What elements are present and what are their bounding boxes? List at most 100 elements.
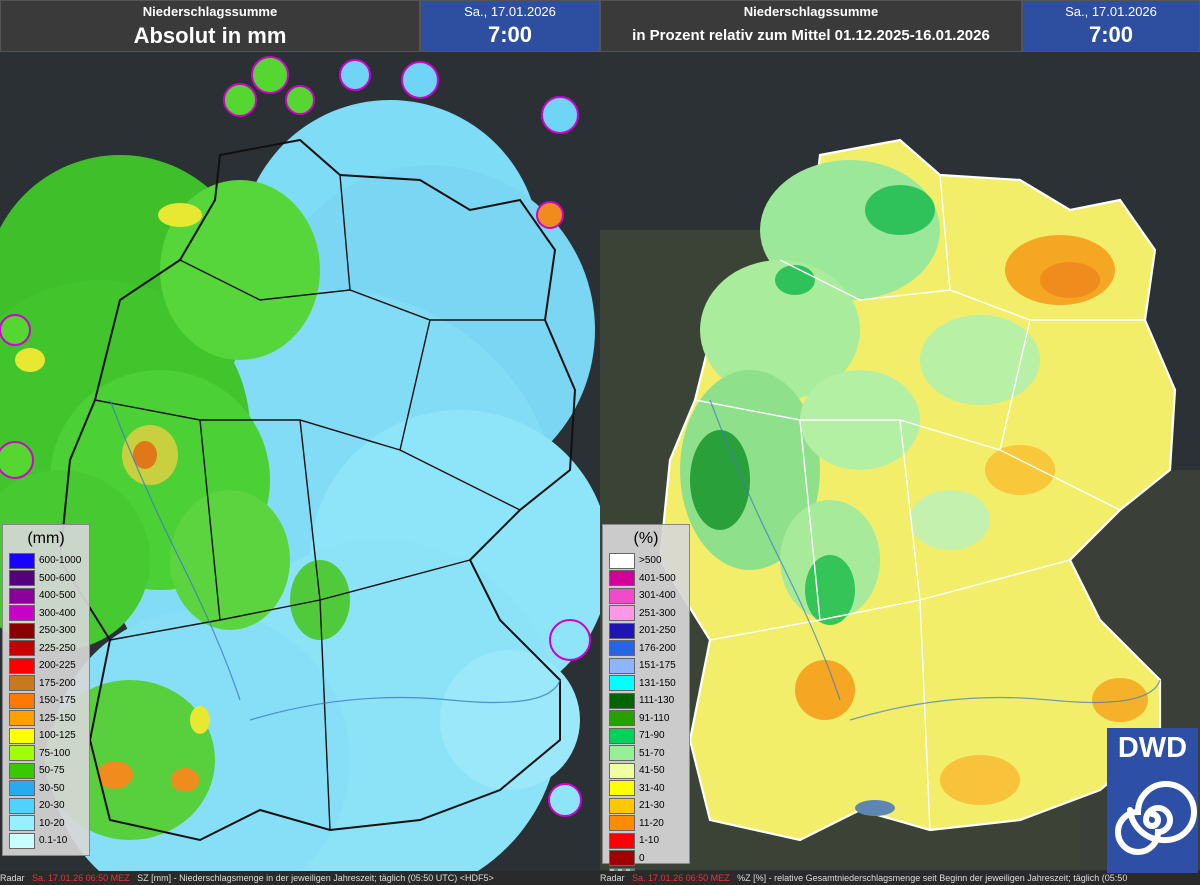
left-legend-label: 0.1-10: [39, 835, 68, 847]
left-legend-swatch: [9, 605, 35, 622]
right-legend-row: 201-250: [603, 622, 689, 640]
left-legend-swatch: [9, 797, 35, 814]
left-legend-row: 20-30: [3, 797, 89, 815]
right-legend-swatch: [609, 587, 635, 604]
left-legend-label: 125-150: [39, 712, 76, 724]
right-legend-label: 41-50: [639, 765, 665, 777]
right-legend-label: 201-250: [639, 625, 676, 637]
right-legend-swatch: [609, 832, 635, 849]
dwd-logo: DWD: [1107, 728, 1198, 873]
right-legend-row: >500: [603, 552, 689, 570]
right-legend-title: (%): [633, 530, 659, 547]
left-legend-row: 0.1-10: [3, 832, 89, 850]
left-legend-label: 225-250: [39, 642, 76, 654]
right-legend-label: 401-500: [639, 572, 676, 584]
left-legend-swatch: [9, 780, 35, 797]
right-legend-label: 151-175: [639, 660, 676, 672]
left-legend-swatch: [9, 692, 35, 709]
left-legend-label: 75-100: [39, 747, 71, 759]
left-legend-swatch: [9, 587, 35, 604]
dwd-logo-text: DWD: [1117, 732, 1188, 764]
left-legend-label: 300-400: [39, 607, 76, 619]
right-legend-label: 0: [639, 852, 645, 864]
absolute-precipitation-map: [0, 52, 600, 872]
left-footer: Radar Sa. 17.01.26 06:50 MEZ SZ [mm] - N…: [0, 871, 600, 885]
left-title-big: Absolut in mm: [133, 23, 287, 48]
right-legend-label: 31-40: [639, 782, 665, 794]
right-date-box: Sa., 17.01.2026 7:00: [1022, 0, 1200, 52]
left-legend-swatch: [9, 640, 35, 657]
left-legend-row: 125-150: [3, 710, 89, 728]
right-footer-time: Sa. 17.01.26 06:50 MEZ: [632, 873, 730, 883]
left-legend-label: 10-20: [39, 817, 65, 829]
right-legend-label: 1-10: [639, 835, 660, 847]
left-date: Sa., 17.01.2026: [464, 4, 556, 19]
right-legend-row: 11-20: [603, 815, 689, 833]
right-legend-row: 131-150: [603, 675, 689, 693]
right-legend-row: 21-30: [603, 797, 689, 815]
right-footer-text: %Z [%] - relative Gesamtniederschlagsmen…: [737, 873, 1128, 883]
right-legend-row: 176-200: [603, 640, 689, 658]
left-legend-swatch: [9, 745, 35, 762]
left-legend-row: 175-200: [3, 675, 89, 693]
right-title-big: in Prozent relativ zum Mittel 01.12.2025…: [632, 27, 990, 44]
right-title-box: Niederschlagssumme in Prozent relativ zu…: [600, 0, 1022, 52]
left-legend-label: 175-200: [39, 677, 76, 689]
left-legend-row: 250-300: [3, 622, 89, 640]
left-footer-radar: Radar: [0, 873, 25, 883]
right-legend-label: 91-110: [639, 712, 670, 724]
left-legend-row: 150-175: [3, 692, 89, 710]
right-legend-row: 41-50: [603, 762, 689, 780]
right-legend-swatch: [609, 622, 635, 639]
left-legend-row: 225-250: [3, 640, 89, 658]
right-legend-row: 1-10: [603, 832, 689, 850]
left-legend-row: 50-75: [3, 762, 89, 780]
left-legend-row: 300-400: [3, 605, 89, 623]
right-legend-row: 71-90: [603, 727, 689, 745]
left-legend-row: 100-125: [3, 727, 89, 745]
right-legend-label: >500: [639, 555, 662, 567]
right-legend-swatch: [609, 657, 635, 674]
right-legend-label: 131-150: [639, 677, 676, 689]
right-legend-label: 251-300: [639, 607, 676, 619]
right-legend-row: 0: [603, 850, 689, 868]
relative-precipitation-panel: Niederschlagssumme in Prozent relativ zu…: [600, 0, 1200, 885]
right-legend-swatch: [609, 727, 635, 744]
right-footer-radar: Radar: [600, 873, 625, 883]
left-legend-swatch: [9, 552, 35, 569]
right-title-small: Niederschlagssumme: [743, 4, 879, 19]
left-title-box: Niederschlagssumme Absolut in mm: [0, 0, 420, 52]
right-legend-swatch: [609, 780, 635, 797]
right-legend: (%) >500 401-500 301-400 251-300 201-250 176-…: [602, 524, 690, 884]
left-legend-row: 400-500: [3, 587, 89, 605]
left-legend-swatch: [9, 727, 35, 744]
right-legend-swatch: [609, 745, 635, 762]
right-legend-row: 31-40: [603, 780, 689, 798]
left-legend-row: 500-600: [3, 570, 89, 588]
right-legend-row: 151-175: [603, 657, 689, 675]
dwd-spiral-icon: [1115, 781, 1197, 855]
left-legend-label: 200-225: [39, 660, 76, 672]
right-legend-row: 51-70: [603, 745, 689, 763]
right-legend-row: 111-130: [603, 692, 689, 710]
right-legend-label: 21-30: [639, 800, 665, 812]
left-legend-label: 250-300: [39, 625, 76, 637]
right-legend-row: 91-110: [603, 710, 689, 728]
right-legend-swatch: [609, 552, 635, 569]
right-legend-label: 11-20: [639, 817, 664, 829]
right-legend-label: 51-70: [639, 747, 665, 759]
left-legend-label: 20-30: [39, 800, 65, 812]
left-time: 7:00: [487, 22, 533, 47]
right-legend-label: 176-200: [639, 642, 676, 654]
left-legend-label: 30-50: [39, 782, 65, 794]
right-legend-swatch: [609, 850, 635, 867]
left-legend-row: 600-1000: [3, 552, 89, 570]
left-legend-swatch: [9, 570, 35, 587]
absolute-precipitation-panel: Niederschlagssumme Absolut in mm Sa., 17…: [0, 0, 600, 885]
left-legend-swatch: [9, 762, 35, 779]
relative-precipitation-map: [600, 52, 1200, 872]
left-legend-label: 400-500: [39, 590, 76, 602]
right-legend-label: 111-130: [639, 695, 675, 707]
left-legend-swatch: [9, 832, 35, 849]
right-legend-swatch: [609, 815, 635, 832]
